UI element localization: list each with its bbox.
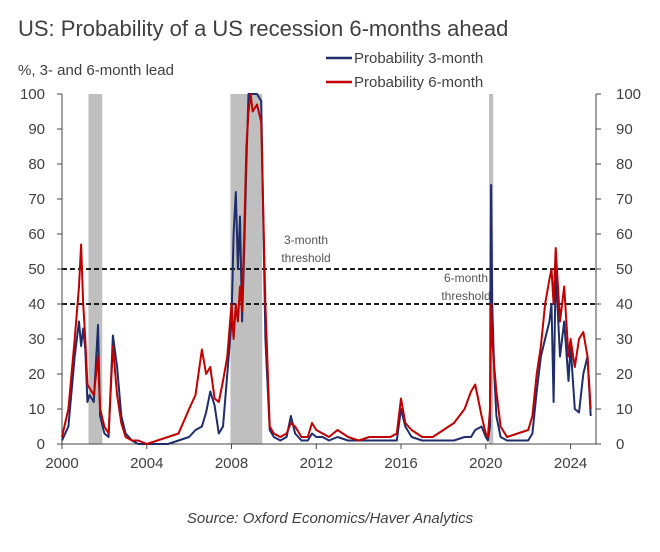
y-tick-label: 50	[616, 261, 633, 278]
x-tick-label: 2000	[45, 455, 78, 472]
y-tick-label: 40	[28, 296, 45, 313]
y-tick-label: 90	[28, 121, 45, 138]
legend-label: Probability 6-month	[354, 74, 483, 91]
y-tick-label: 70	[616, 191, 633, 208]
threshold-lines-group: 3-month threshold 6-month threshold	[62, 233, 596, 305]
y-tick-label: 60	[616, 226, 633, 243]
y-tick-label: 100	[616, 86, 641, 103]
series-line-probability-3-month	[61, 93, 592, 445]
threshold-label: 3-month	[284, 233, 328, 247]
chart-title: US: Probability of a US recession 6-mont…	[18, 16, 509, 41]
y-tick-label: 0	[37, 436, 45, 453]
y-tick-label: 70	[28, 191, 45, 208]
x-tick-label: 2020	[469, 455, 502, 472]
y-tick-label: 40	[616, 296, 633, 313]
y-tick-label: 60	[28, 226, 45, 243]
y-tick-label: 30	[616, 331, 633, 348]
x-tick-label: 2008	[215, 455, 248, 472]
threshold-label: threshold	[441, 289, 490, 303]
y-tick-label: 80	[616, 156, 633, 173]
y-tick-label: 90	[616, 121, 633, 138]
y-tick-label: 10	[28, 401, 45, 418]
y-tick-label: 0	[616, 436, 624, 453]
series-line-probability-6-month	[61, 93, 592, 445]
legend: Probability 3-month Probability 6-month	[326, 50, 483, 91]
y-tick-label: 100	[20, 86, 45, 103]
series-group	[61, 93, 592, 445]
y-tick-label: 80	[28, 156, 45, 173]
y-tick-label: 20	[28, 366, 45, 383]
x-tick-label: 2012	[300, 455, 333, 472]
legend-label: Probability 3-month	[354, 50, 483, 67]
y-tick-label: 30	[28, 331, 45, 348]
y-tick-label: 10	[616, 401, 633, 418]
x-tick-label: 2024	[554, 455, 587, 472]
y-tick-label: 50	[28, 261, 45, 278]
x-tick-label: 2004	[130, 455, 163, 472]
chart-source: Source: Oxford Economics/Haver Analytics	[186, 510, 474, 527]
y-tick-label: 20	[616, 366, 633, 383]
chart-subtitle: %, 3- and 6-month lead	[18, 62, 174, 79]
x-tick-label: 2016	[384, 455, 417, 472]
threshold-label: threshold	[281, 251, 330, 265]
threshold-label: 6-month	[444, 271, 488, 285]
